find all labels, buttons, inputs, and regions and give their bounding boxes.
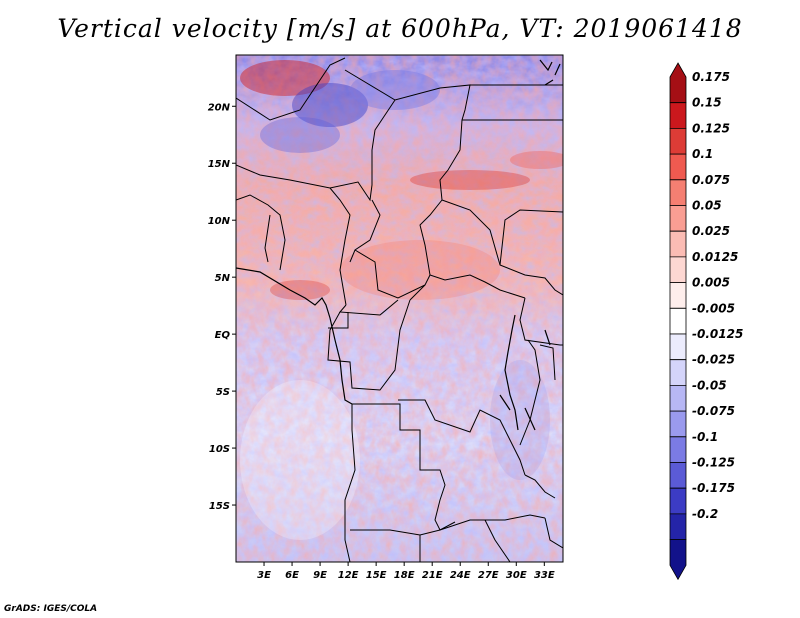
colorbar-level-label: -0.05 [692,378,727,392]
longitude-ticks: 3E 6E 9E 12E 15E 18E 21E 24E 27E 30E 33E [257,562,555,581]
lon-tick-label: 21E [422,570,443,581]
colorbar-level-label: -0.075 [692,404,735,418]
software-credit: GrADS: IGES/COLA [4,604,98,614]
colorbar-level-label: 0.1 [692,147,713,161]
colorbar-swatch [669,410,687,438]
colorbar-swatch [669,436,687,463]
lat-tick-label: 5N [215,273,231,284]
colorbar-swatch [669,179,687,206]
colorbar-swatch [669,462,687,489]
lon-tick-label: 24E [450,570,471,581]
colorbar-swatch [669,153,687,181]
colorbar-swatch [669,539,687,581]
colorbar-level-label: -0.2 [692,507,718,521]
colorbar-level-label: -0.025 [692,353,735,367]
lon-tick-label: 6E [285,570,299,581]
colorbar-swatch [669,62,687,104]
colorbar-swatch [669,487,687,515]
colorbar-swatch [669,513,687,540]
lon-tick-label: 30E [506,570,527,581]
map-frame [235,54,564,563]
colorbar-level-label: -0.125 [692,456,735,470]
vertical-velocity-field [236,55,563,562]
lon-tick-label: 33E [534,570,555,581]
lat-tick-label: 10N [208,216,231,227]
lon-tick-label: 18E [394,570,415,581]
lat-tick-label: 5S [216,387,230,398]
colorbar-level-label: -0.005 [692,301,735,315]
coastline-west-africa [236,59,561,431]
lon-tick-label: 15E [366,570,387,581]
colorbar-level-label: 0.15 [692,96,722,110]
colorbar-swatch [669,205,687,232]
colorbar-swatch [669,384,687,412]
colorbar-swatch [669,230,687,258]
lon-tick-label: 3E [257,570,271,581]
country-borders [236,57,563,562]
colorbar-level-label: 0.05 [692,199,722,213]
colorbar-swatch [669,256,687,284]
lon-tick-label: 27E [478,570,499,581]
colorbar-level-label: 0.125 [692,121,730,135]
lat-tick-label: 15S [209,501,230,512]
colorbar-level-label: 0.075 [692,173,730,187]
lat-tick-label: EQ [215,330,231,341]
colorbar-level-label: 0.025 [692,224,730,238]
colorbar-level-label: -0.0125 [692,327,743,341]
lat-tick-label: 20N [208,102,231,113]
colorbar-swatch [669,359,687,386]
lat-tick-label: 10S [209,444,230,455]
colorbar-swatch [669,282,687,309]
lat-tick-label: 15N [208,159,231,170]
colorbar-swatch [669,307,687,335]
colorbar: 0.175 0.15 0.125 0.1 0.075 0.05 0.025 0.0125 0.0… [669,62,743,581]
lon-tick-label: 12E [338,570,359,581]
colorbar-level-label: 0.005 [692,276,730,290]
latitude-ticks: 20N 15N 10N 5N EQ 5S 10S 15S [208,102,236,512]
colorbar-level-label: -0.175 [692,481,735,495]
colorbar-swatch [669,333,687,361]
colorbar-level-label: 0.0125 [692,250,738,264]
colorbar-level-label: 0.175 [692,70,730,84]
lon-tick-label: 9E [313,570,327,581]
colorbar-swatch [669,102,687,129]
colorbar-level-label: -0.1 [692,430,718,444]
colorbar-swatch [669,127,687,155]
map-title: Vertical velocity [m/s] at 600hPa, VT: 2… [57,14,743,43]
